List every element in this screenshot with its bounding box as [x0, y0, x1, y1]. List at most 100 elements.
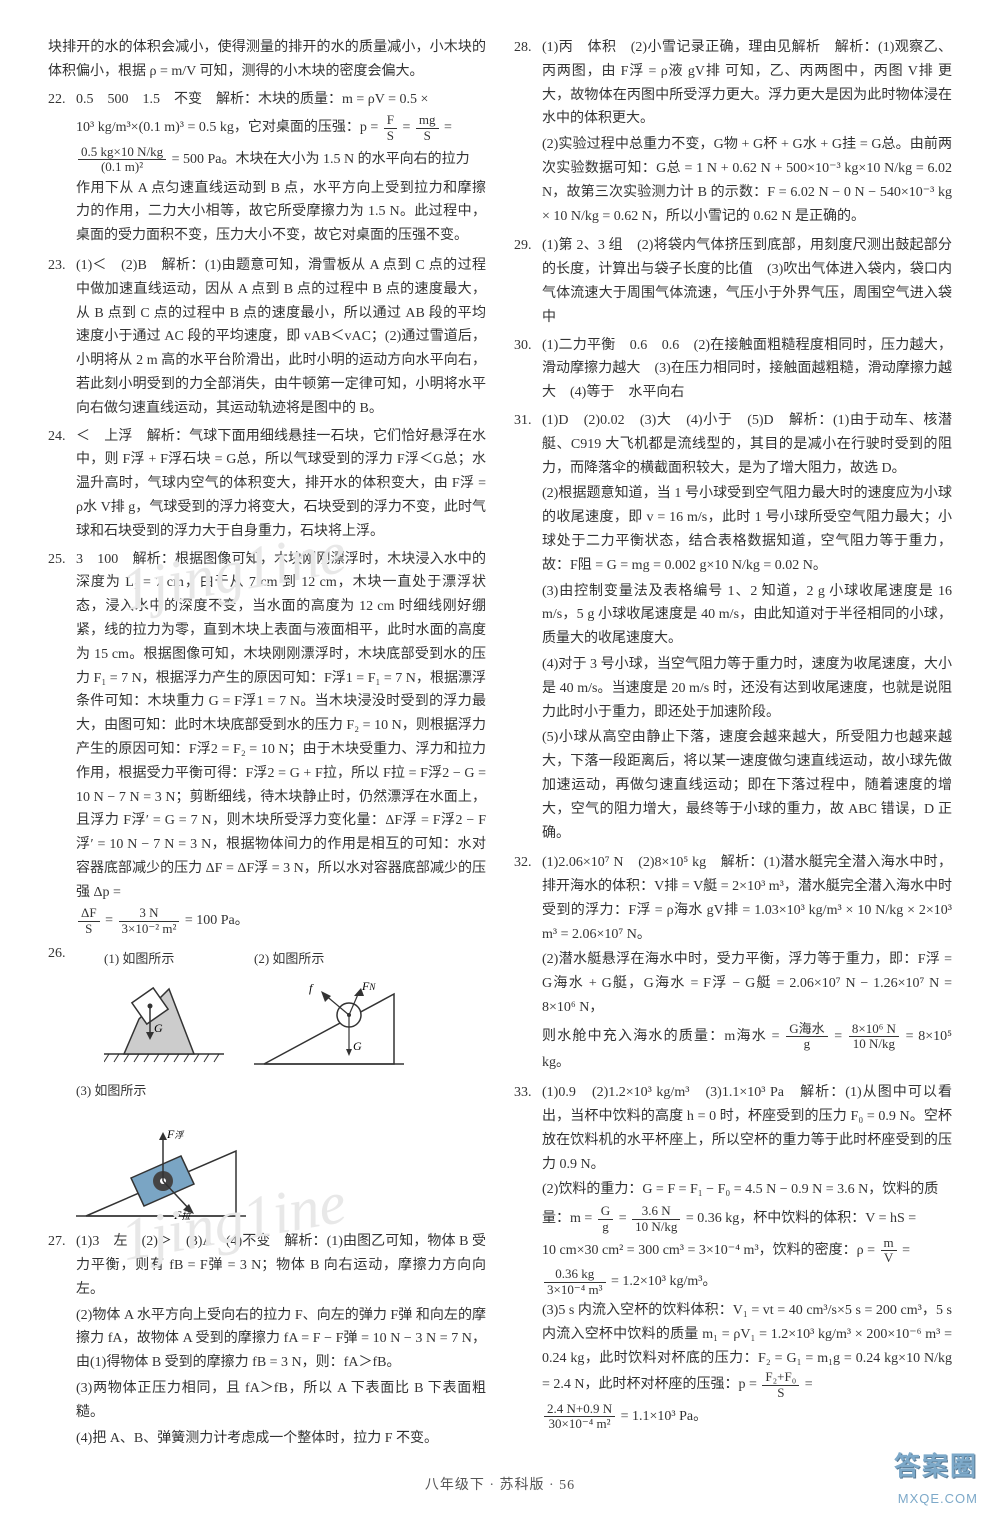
svg-text:G: G	[154, 1021, 163, 1035]
q31: 31. (1)D (2)0.02 (3)大 (4)小于 (5)D 解析：(1)由…	[514, 409, 952, 847]
q24: 24. ＜ 上浮 解析：气球下面用细线悬挂一石块，它们恰好悬浮在水中，则 F浮 …	[48, 425, 486, 544]
text: =	[444, 120, 452, 135]
fraction: F₂+F₀S	[762, 1370, 799, 1400]
svg-text:FN: FN	[361, 979, 376, 993]
question-body: (1)二力平衡 0.6 0.6 (2)在接触面粗糙程度相同时，压力越大，滑动摩擦…	[542, 334, 952, 405]
text: =	[805, 1377, 813, 1392]
q27: 27. (1)3 左 (2)＞ (3)A (4)不变 解析：(1)由图乙可知，物…	[48, 1230, 486, 1452]
fig26-1: (1) 如图所示	[104, 948, 224, 1064]
text: (1)丙 体积 (2)小雪记录正确，理由见解析 解析：(1)观察乙、丙两图，由 …	[542, 36, 952, 131]
question-body: (1)第 2、3 组 (2)将袋内气体挤压到底部，用刻度尺测出鼓起部分的长度，计…	[542, 234, 952, 329]
text: =	[105, 914, 116, 929]
fig-caption: (2) 如图所示	[254, 951, 324, 966]
q28: 28. (1)丙 体积 (2)小雪记录正确，理由见解析 解析：(1)观察乙、丙两…	[514, 36, 952, 230]
question-body: 0.5 500 1.5 不变 解析：木块的质量：m = ρV = 0.5 × 1…	[76, 88, 486, 250]
text: 10³ kg/m³×(0.1 m)³ = 0.5 kg，它对桌面的压强：p =	[76, 120, 382, 135]
right-column: 28. (1)丙 体积 (2)小雪记录正确，理由见解析 解析：(1)观察乙、丙两…	[514, 36, 952, 1456]
text: 10 cm×30 cm² = 300 cm³ = 3×10⁻⁴ m³，饮料的密度…	[542, 1243, 879, 1258]
question-body: (1) 如图所示	[76, 942, 486, 1226]
q33: 33. (1)0.9 (2)1.2×10³ kg/m³ (3)1.1×10³ P…	[514, 1081, 952, 1433]
text: (1)2.06×10⁷ N (2)8×10⁵ kg 解析：(1)潜水艇完全潜入海…	[542, 851, 952, 946]
q32: 32. (1)2.06×10⁷ N (2)8×10⁵ kg 解析：(1)潜水艇完…	[514, 851, 952, 1077]
q30: 30. (1)二力平衡 0.6 0.6 (2)在接触面粗糙程度相同时，压力越大，…	[514, 334, 952, 405]
question-number: 26.	[48, 942, 76, 1226]
question-number: 31.	[514, 409, 542, 847]
question-number: 23.	[48, 254, 76, 421]
svg-text:F拉: F拉	[173, 1208, 191, 1222]
question-body: (1)D (2)0.02 (3)大 (4)小于 (5)D 解析：(1)由于动车、…	[542, 409, 952, 847]
page-footer: 八年级下 · 苏科版 · 56	[48, 1474, 952, 1498]
fraction: G海水g	[786, 1022, 827, 1052]
text: (1)D (2)0.02 (3)大 (4)小于 (5)D 解析：(1)由于动车、…	[542, 409, 952, 480]
text: =	[902, 1243, 910, 1258]
q23: 23. (1)＜ (2)B 解析：(1)由题意可知，滑雪板从 A 点到 C 点的…	[48, 254, 486, 421]
text: 作用下从 A 点匀速直线运动到 B 点，水平方向上受到拉力和摩擦力的作用，二力大…	[76, 177, 486, 248]
fraction: 0.5 kg×10 N/kg(0.1 m)²	[78, 145, 166, 175]
fraction: 3.6 N10 N/kg	[632, 1204, 680, 1234]
question-number: 32.	[514, 851, 542, 1077]
fig-caption: (3) 如图所示	[76, 1083, 146, 1098]
question-body: (1)2.06×10⁷ N (2)8×10⁵ kg 解析：(1)潜水艇完全潜入海…	[542, 851, 952, 1077]
text: = 0.36 kg，杯中饮料的体积：V = hS =	[686, 1211, 916, 1226]
question-number: 28.	[514, 36, 542, 230]
svg-text:G: G	[353, 1039, 362, 1053]
corner-url: MXQE.COM	[894, 1488, 978, 1510]
text: (1)3 左 (2)＞ (3)A (4)不变 解析：(1)由图乙可知，物体 B …	[76, 1230, 486, 1301]
text: =	[619, 1211, 630, 1226]
q29: 29. (1)第 2、3 组 (2)将袋内气体挤压到底部，用刻度尺测出鼓起部分的…	[514, 234, 952, 329]
fraction: Gg	[598, 1204, 613, 1234]
question-number: 22.	[48, 88, 76, 250]
fig26-2: (2) 如图所示 G	[254, 948, 404, 1074]
text: 0.5 500 1.5 不变 解析：木块的质量：m = ρV = 0.5 ×	[76, 92, 428, 107]
fraction: 2.4 N+0.9 N30×10⁻⁴ m²	[544, 1402, 615, 1432]
corner-logo: 答案圈	[894, 1444, 978, 1488]
text: (5)小球从高空由静止下落，速度会越来越大，所受阻力也越来越大，下落一段距离后，…	[542, 726, 952, 845]
text: (4)对于 3 号小球，当空气阻力等于重力时，速度为收尾速度，大小是 40 m/…	[542, 653, 952, 724]
text: =	[834, 1029, 847, 1044]
text: (1)0.9 (2)1.2×10³ kg/m³ (3)1.1×10³ Pa 解析…	[542, 1081, 952, 1176]
q22: 22. 0.5 500 1.5 不变 解析：木块的质量：m = ρV = 0.5…	[48, 88, 486, 250]
text: = 500 Pa。木块在大小为 1.5 N 的水平向右的拉力	[172, 152, 470, 167]
fraction: 0.36 kg3×10⁻⁴ m³	[544, 1267, 606, 1297]
text: = 1.2×10³ kg/m³。	[611, 1274, 716, 1289]
text: 则水舱中充入海水的质量：m海水 =	[542, 1029, 784, 1044]
question-number: 27.	[48, 1230, 76, 1452]
text: = 100 Pa。	[185, 914, 249, 929]
question-body: ＜ 上浮 解析：气球下面用细线悬挂一石块，它们恰好悬浮在水中，则 F浮 + F浮…	[76, 425, 486, 544]
question-number: 24.	[48, 425, 76, 544]
svg-text:F浮: F浮	[166, 1127, 185, 1141]
question-body: (1)3 左 (2)＞ (3)A (4)不变 解析：(1)由图乙可知，物体 B …	[76, 1230, 486, 1452]
text: (4)把 A、B、弹簧测力计考虑成一个整体时，拉力 F 不变。	[76, 1427, 486, 1451]
question-body: (1)丙 体积 (2)小雪记录正确，理由见解析 解析：(1)观察乙、丙两图，由 …	[542, 36, 952, 230]
left-column: 块排开的水的体积会减小，使得测量的排开的水的质量减小，小木块的体积偏小，根据 ρ…	[48, 36, 486, 1456]
question-number: 30.	[514, 334, 542, 405]
question-number: 25.	[48, 548, 76, 939]
fig-caption: (1) 如图所示	[104, 951, 174, 966]
fraction: mgS	[416, 113, 439, 143]
fraction: mV	[881, 1236, 897, 1266]
fraction: FS	[384, 113, 397, 143]
text: (2)物体 A 水平方向上受向右的拉力 F、向左的弹力 F弹 和向左的摩擦力 f…	[76, 1304, 486, 1375]
corner-watermark: 答案圈 MXQE.COM	[894, 1444, 978, 1510]
q21-continuation: 块排开的水的体积会减小，使得测量的排开的水的质量减小，小木块的体积偏小，根据 ρ…	[48, 36, 486, 84]
two-column-layout: 块排开的水的体积会减小，使得测量的排开的水的质量减小，小木块的体积偏小，根据 ρ…	[48, 36, 952, 1456]
fraction: 8×10⁶ N10 N/kg	[849, 1022, 899, 1052]
text: (3)由控制变量法及表格编号 1、2 知道，2 g 小球收尾速度是 16 m/s…	[542, 580, 952, 651]
fraction: 3 N3×10⁻² m²	[119, 906, 180, 936]
question-body: (1)＜ (2)B 解析：(1)由题意可知，滑雪板从 A 点到 C 点的过程中做…	[76, 254, 486, 421]
question-number: 29.	[514, 234, 542, 329]
text: 量：m =	[542, 1211, 596, 1226]
text: (3)两物体正压力相同，且 fA＞fB，所以 A 下表面比 B 下表面粗糙。	[76, 1377, 486, 1425]
text: (2)实验过程中总重力不变，G物 + G杯 + G水 + G挂 = G总。由前两…	[542, 133, 952, 228]
svg-text:f: f	[309, 981, 314, 995]
text: =	[403, 120, 414, 135]
question-body: (1)0.9 (2)1.2×10³ kg/m³ (3)1.1×10³ Pa 解析…	[542, 1081, 952, 1433]
text: (2)根据题意知道，当 1 号小球受到空气阻力最大时的速度应为小球的收尾速度，即…	[542, 482, 952, 577]
text: (2)潜水艇悬浮在海水中时，受力平衡，浮力等于重力，即：F浮 = G海水 + G…	[542, 948, 952, 1019]
question-number: 33.	[514, 1081, 542, 1433]
text: 3 100 解析：根据图像可知，木块刚刚漂浮时，木块浸入水中的深度为 L₁ = …	[76, 548, 486, 905]
fig26-3: (3) 如图所示 F浮 F拉	[76, 1080, 486, 1226]
text: = 1.1×10³ Pa。	[621, 1409, 708, 1424]
q26: 26. (1) 如图所示	[48, 942, 486, 1226]
question-body: 3 100 解析：根据图像可知，木块刚刚漂浮时，木块浸入水中的深度为 L₁ = …	[76, 548, 486, 939]
